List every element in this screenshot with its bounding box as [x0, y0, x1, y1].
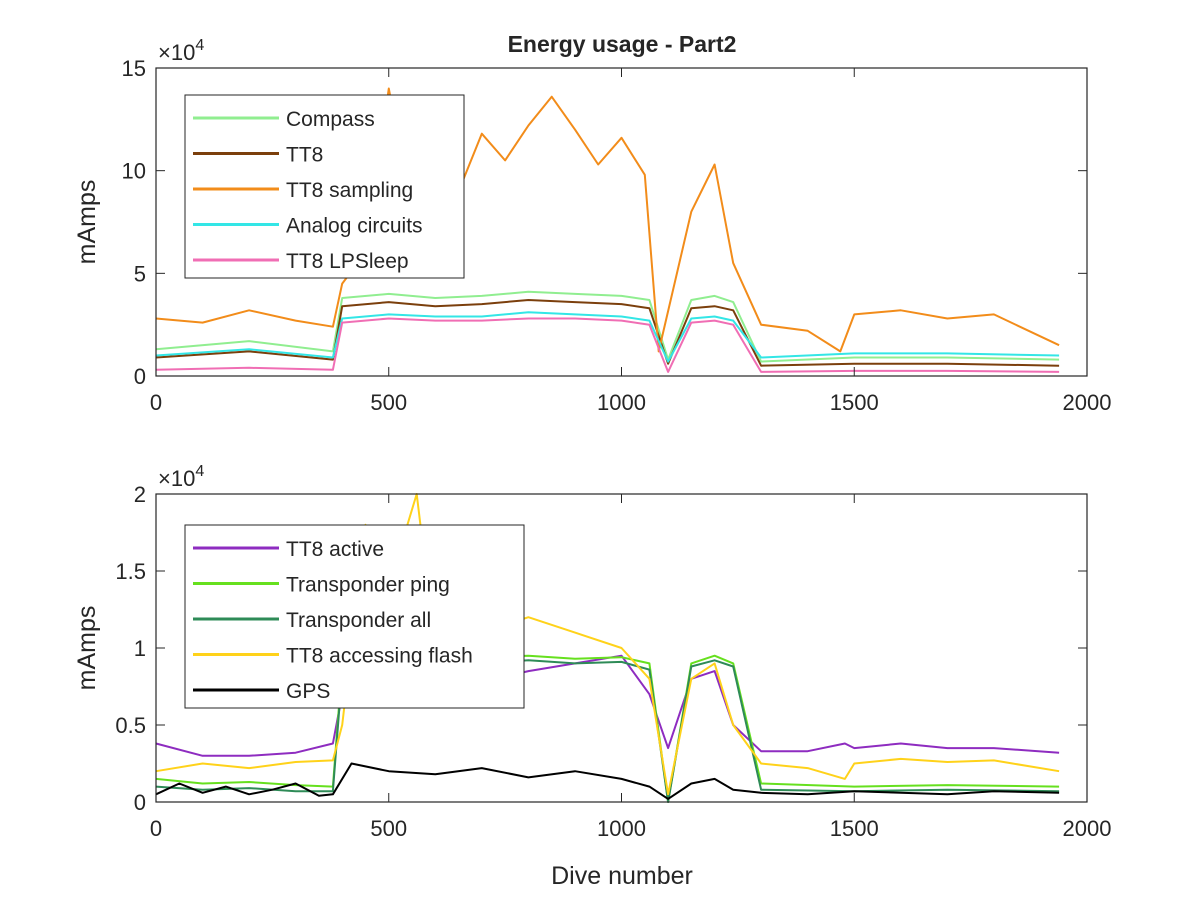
top-series-line-0 — [155, 290, 1060, 363]
top-series-line-2 — [155, 87, 1060, 353]
top-ticks: 0 500 1000 1500 2000 0 5 10 15 — [122, 56, 1112, 415]
bottom-legend-items: TT8 active Transponder ping Transponder al… — [193, 538, 473, 703]
top-x-tick-label: 2000 — [1063, 390, 1112, 415]
top-x-tick-label: 500 — [370, 390, 407, 415]
top-legend-label-3: Analog circuits — [286, 215, 423, 238]
top-y-exponent: ×104 — [158, 37, 204, 65]
bottom-series-line-0 — [155, 654, 1060, 757]
top-legend-label-1: TT8 — [286, 144, 323, 167]
top-x-tick-label: 0 — [150, 390, 162, 415]
top-series-line-1 — [155, 299, 1060, 367]
bottom-y-axis-label: mAmps — [73, 606, 101, 691]
top-chart-panel: Energy usage - Part2 0 500 1000 1500 2000 0 5 1… — [73, 31, 1111, 415]
top-legend-label-2: TT8 sampling — [286, 179, 413, 202]
bottom-legend: TT8 active Transponder ping Transponder al… — [184, 524, 525, 709]
bottom-x-tick-label: 500 — [370, 816, 407, 841]
bottom-y-tick-label: 0.5 — [115, 713, 146, 738]
bottom-series-line-2 — [155, 659, 1060, 803]
bottom-legend-box — [184, 524, 525, 709]
bottom-y-tick-label: 1.5 — [115, 559, 146, 584]
top-y-tick-label: 15 — [122, 56, 146, 81]
bottom-legend-label-3: TT8 accessing flash — [286, 645, 473, 668]
top-legend-label-4: TT8 LPSleep — [286, 250, 409, 273]
top-legend-items: Compass TT8 TT8 sampling Analog circuits TT8… — [193, 108, 423, 273]
bottom-x-tick-label: 1000 — [597, 816, 646, 841]
top-legend: Compass TT8 TT8 sampling Analog circuits TT8… — [184, 94, 465, 279]
bottom-y-exponent: ×104 — [158, 463, 204, 491]
bottom-legend-label-2: Transponder all — [286, 609, 431, 632]
top-legend-box — [184, 94, 465, 279]
bottom-x-tick-label: 1500 — [830, 816, 879, 841]
bottom-x-tick-label: 2000 — [1063, 816, 1112, 841]
bottom-series-line-3 — [155, 493, 1060, 796]
bottom-ticks: 0 500 1000 1500 2000 0 0.5 1 1.5 2 — [115, 482, 1111, 841]
bottom-y-tick-label: 1 — [134, 636, 146, 661]
top-y-tick-label: 0 — [134, 364, 146, 389]
top-legend-label-0: Compass — [286, 108, 375, 131]
bottom-series-line-1 — [155, 654, 1060, 803]
bottom-y-tick-label: 0 — [134, 790, 146, 815]
top-series-line-4 — [155, 317, 1060, 373]
bottom-legend-label-0: TT8 active — [286, 538, 384, 561]
top-x-tick-label: 1500 — [830, 390, 879, 415]
top-y-tick-label: 10 — [122, 159, 146, 184]
top-series-layer — [155, 87, 1060, 373]
bottom-x-axis-label: Dive number — [551, 862, 693, 890]
bottom-series-line-4 — [155, 762, 1060, 800]
bottom-x-tick-label: 0 — [150, 816, 162, 841]
bottom-chart-panel: 0 500 1000 1500 2000 0 0.5 1 1.5 2 ×104 mAmps Div… — [73, 463, 1111, 890]
bottom-y-tick-label: 2 — [134, 482, 146, 507]
chart-title: Energy usage - Part2 — [508, 31, 737, 57]
top-x-tick-label: 1000 — [597, 390, 646, 415]
bottom-legend-label-4: GPS — [286, 680, 330, 703]
top-series-line-3 — [155, 311, 1060, 363]
bottom-legend-label-1: Transponder ping — [286, 574, 450, 597]
top-y-tick-label: 5 — [134, 261, 146, 286]
top-y-axis-label: mAmps — [73, 180, 101, 265]
bottom-series-layer — [155, 493, 1060, 803]
